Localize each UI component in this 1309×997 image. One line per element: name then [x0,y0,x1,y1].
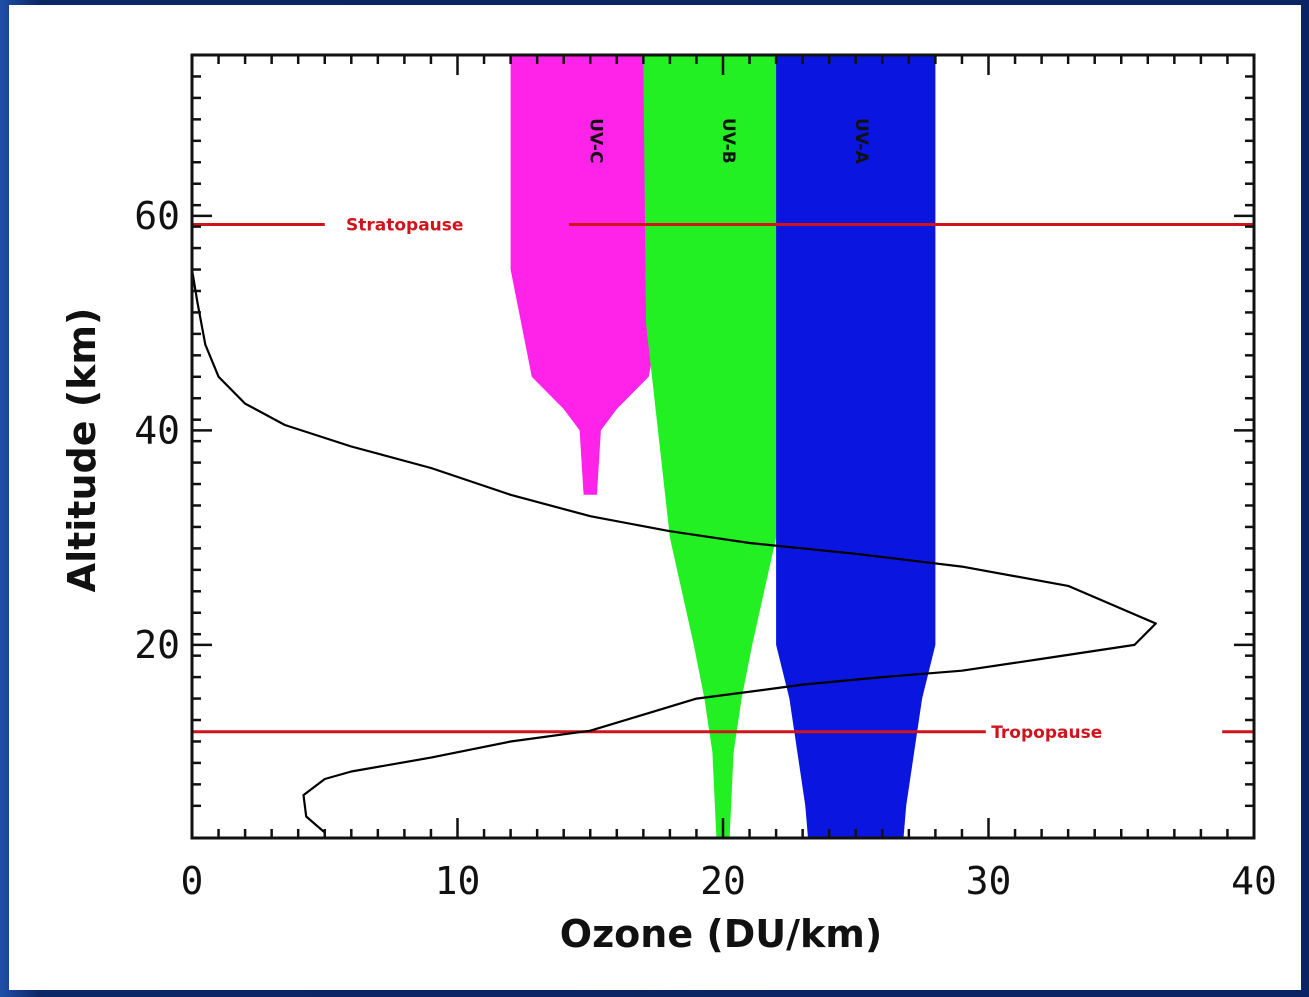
band-label-uv-a: UV-A [851,118,871,165]
band-uv-b [643,55,803,838]
y-tick-label: 40 [134,408,180,452]
axis-ticks [190,53,1256,838]
tick-labels: 0 10 20 30 40 20 40 60 [134,194,1277,903]
y-tick-label: 60 [134,194,180,238]
band-label-uv-c: UV-C [585,118,605,163]
y-axis-title: Altitude (km) [60,308,104,593]
ozone-profile-series [190,269,1157,834]
uv-bands: UV-C UV-B UV-A [510,55,936,838]
x-tick-label: 40 [1231,859,1277,903]
band-uv-c [510,55,670,495]
x-tick-label: 0 [181,859,204,903]
reference-lines: Stratopause Tropopause [192,216,1254,743]
y-tick-label: 20 [134,623,180,667]
x-axis-title: Ozone (DU/km) [560,912,882,956]
band-uv-a [776,55,936,838]
x-tick-label: 20 [700,859,746,903]
ozone-profile-line [190,269,1157,834]
x-tick-label: 30 [966,859,1012,903]
x-tick-label: 10 [435,859,481,903]
ozone-altitude-chart: UV-C UV-B UV-A Stratopause Tropopause 0 10 20… [60,53,1277,956]
reference-label-tropopause: Tropopause [991,723,1102,743]
band-label-uv-b: UV-B [718,118,738,164]
chart-panel: UV-C UV-B UV-A Stratopause Tropopause 0 10 20… [9,5,1301,990]
reference-label-stratopause: Stratopause [346,216,463,236]
